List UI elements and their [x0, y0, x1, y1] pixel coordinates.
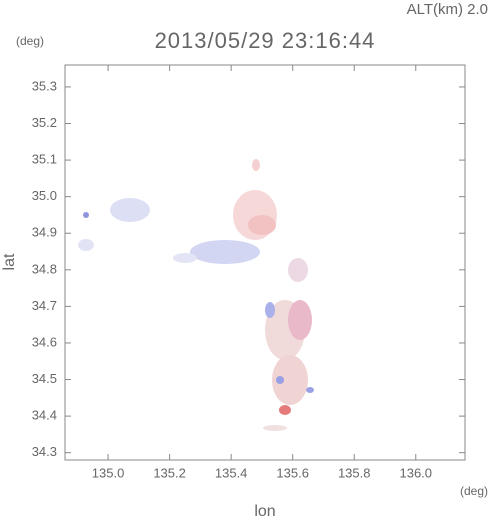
x-tick-label: 135.2	[153, 465, 186, 480]
x-tick-label: 135.8	[338, 465, 371, 480]
x-tick-label: 136.0	[399, 465, 432, 480]
y-tick-label: 35.0	[32, 188, 57, 203]
echo	[190, 240, 260, 264]
echo	[83, 212, 89, 218]
echo	[248, 215, 276, 235]
x-axis-label: lon	[254, 503, 275, 520]
y-tick-label: 34.5	[32, 371, 57, 386]
echo	[272, 355, 308, 405]
y-tick-label: 34.7	[32, 298, 57, 313]
altitude-label: ALT(km) 2.0	[407, 1, 488, 18]
chart-title: 2013/05/29 23:16:44	[155, 28, 376, 53]
echo	[173, 253, 197, 263]
echo	[265, 302, 275, 318]
echo	[263, 425, 287, 431]
x-unit: (deg)	[460, 484, 488, 498]
y-tick-label: 34.9	[32, 225, 57, 240]
x-tick-label: 135.6	[276, 465, 309, 480]
y-tick-label: 35.3	[32, 78, 57, 93]
echo	[288, 258, 308, 282]
plot-frame	[64, 64, 466, 461]
echo	[78, 239, 94, 251]
echo	[288, 300, 312, 340]
y-tick-label: 35.2	[32, 115, 57, 130]
x-tick-label: 135.4	[215, 465, 248, 480]
y-unit: (deg)	[16, 34, 44, 48]
y-tick-label: 35.1	[32, 152, 57, 167]
echo	[306, 387, 314, 393]
echo	[276, 376, 284, 384]
x-tick-label: 135.0	[92, 465, 125, 480]
y-tick-label: 34.6	[32, 334, 57, 349]
y-tick-label: 34.8	[32, 261, 57, 276]
echo	[279, 405, 291, 415]
y-axis-label: lat	[1, 253, 18, 270]
radar-echoes	[78, 159, 314, 431]
y-tick-label: 34.4	[32, 408, 57, 423]
echo	[110, 198, 150, 222]
y-tick-label: 34.3	[32, 444, 57, 459]
echo	[252, 159, 260, 171]
